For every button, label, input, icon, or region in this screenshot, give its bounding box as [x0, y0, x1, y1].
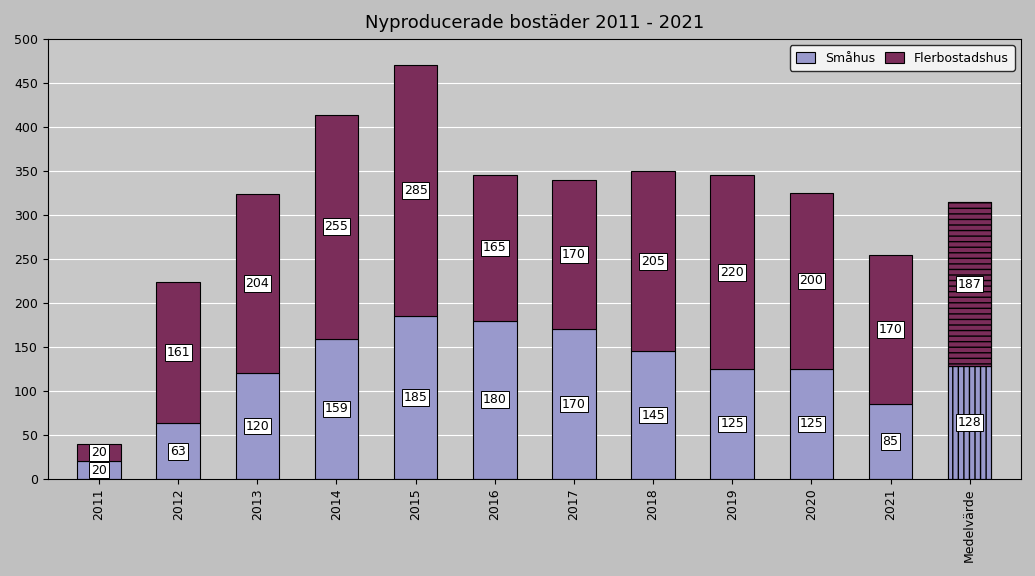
Bar [948, 366, 992, 479]
Bar [394, 66, 438, 316]
Text: 285: 285 [404, 184, 427, 197]
Text: 128: 128 [957, 416, 981, 429]
Text: 170: 170 [562, 397, 586, 411]
Bar [948, 202, 992, 366]
Bar [78, 444, 121, 461]
Text: 170: 170 [879, 323, 903, 336]
Title: Nyproducerade bostäder 2011 - 2021: Nyproducerade bostäder 2011 - 2021 [364, 14, 704, 32]
Bar [236, 373, 279, 479]
Text: 63: 63 [171, 445, 186, 458]
Bar [236, 194, 279, 373]
Text: 125: 125 [720, 418, 744, 430]
Bar [948, 202, 992, 366]
Legend: Småhus, Flerbostadshus: Småhus, Flerbostadshus [790, 46, 1015, 71]
Bar [315, 115, 358, 339]
Bar [552, 180, 596, 329]
Bar [394, 316, 438, 479]
Text: 20: 20 [91, 464, 107, 476]
Text: 220: 220 [720, 266, 744, 279]
Text: 145: 145 [642, 408, 664, 422]
Bar [790, 193, 833, 369]
Text: 20: 20 [91, 446, 107, 459]
Bar [473, 320, 516, 479]
Text: 170: 170 [562, 248, 586, 261]
Text: 85: 85 [883, 435, 898, 448]
Bar [631, 351, 675, 479]
Bar [473, 175, 516, 320]
Text: 204: 204 [245, 277, 269, 290]
Bar [78, 461, 121, 479]
Bar [868, 404, 912, 479]
Bar [710, 175, 753, 369]
Bar [552, 329, 596, 479]
Text: 125: 125 [799, 418, 823, 430]
Bar [948, 366, 992, 479]
Bar [710, 369, 753, 479]
Text: 180: 180 [483, 393, 507, 406]
Bar [156, 282, 200, 423]
Bar [156, 423, 200, 479]
Bar [868, 255, 912, 404]
Text: 255: 255 [325, 221, 349, 233]
Text: 161: 161 [167, 346, 190, 359]
Text: 185: 185 [404, 391, 427, 404]
Bar [631, 171, 675, 351]
Text: 120: 120 [245, 419, 269, 433]
Text: 187: 187 [957, 278, 981, 290]
Text: 200: 200 [799, 274, 823, 287]
Bar [790, 369, 833, 479]
Bar [315, 339, 358, 479]
Text: 159: 159 [325, 403, 349, 415]
Text: 205: 205 [641, 255, 666, 268]
Text: 165: 165 [483, 241, 507, 255]
